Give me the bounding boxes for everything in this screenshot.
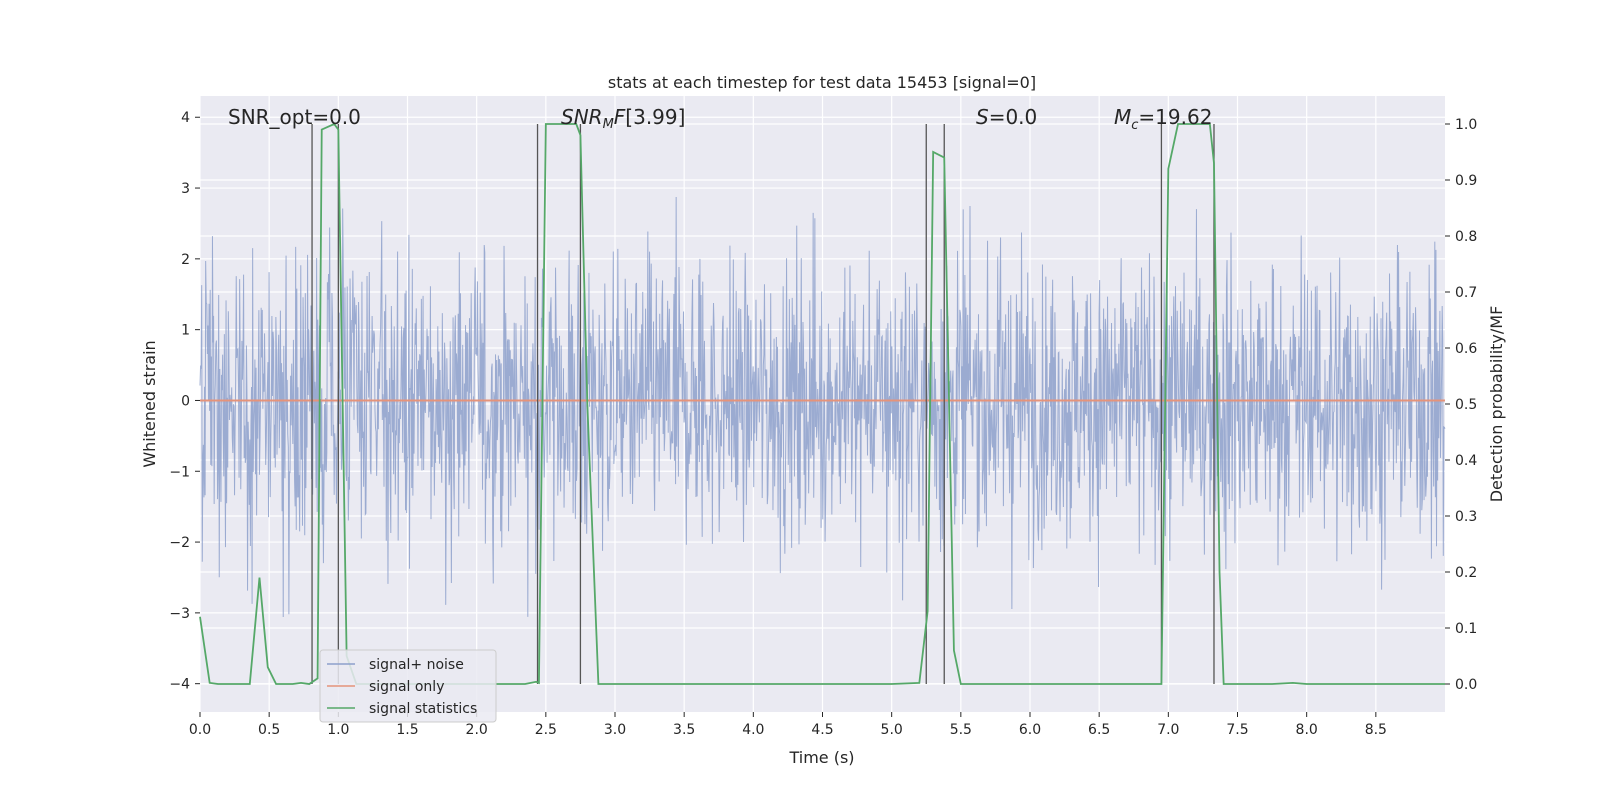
legend-box	[319, 649, 497, 723]
legend-noise-label: signal+ noise	[369, 657, 464, 673]
y-right-axis-ticks: 1.0 0.9 0.8 0.7 0.6 0.5 0.4 0.3 0.2 0.1 0.0	[1445, 117, 1477, 693]
annotation-mc-value: =19.62	[1138, 105, 1212, 129]
legend-signal-label: signal only	[369, 679, 444, 695]
y-right-tick-label: 0.5	[1455, 397, 1477, 413]
y-right-tick-label: 0.9	[1455, 173, 1477, 189]
y-right-tick-label: 0.3	[1455, 509, 1477, 525]
x-tick-label: 0.0	[189, 722, 211, 738]
y-left-tick-label: 3	[181, 181, 190, 197]
annotation-mc: Mc=19.62	[1114, 105, 1212, 133]
annotation-snr-mf-value: [3.99]	[625, 105, 685, 129]
annotation-s-value: =0.0	[989, 105, 1038, 129]
signal-plus-noise-line	[199, 196, 1446, 617]
y-right-tick-label: 0.4	[1455, 453, 1477, 469]
x-tick-label: 3.5	[673, 722, 695, 738]
y-left-tick-label: −2	[169, 535, 190, 551]
x-tick-label: 4.0	[742, 722, 764, 738]
y-right-tick-label: 0.0	[1455, 677, 1477, 693]
chart-title: stats at each timestep for test data 154…	[608, 73, 1036, 92]
y-left-tick-label: 2	[181, 252, 190, 268]
legend-stats-label: signal statistics	[369, 701, 477, 717]
y-right-tick-label: 0.7	[1455, 285, 1477, 301]
y-left-tick-label: 4	[181, 110, 190, 126]
x-tick-label: 2.5	[535, 722, 557, 738]
y-right-tick-label: 0.2	[1455, 565, 1477, 581]
x-tick-label: 8.0	[1296, 722, 1318, 738]
y-left-tick-label: −1	[169, 464, 190, 480]
x-tick-label: 8.5	[1365, 722, 1387, 738]
x-axis-label: Time (s)	[788, 748, 854, 767]
y-right-tick-label: 0.6	[1455, 341, 1477, 357]
x-tick-label: 1.5	[396, 722, 418, 738]
legend: signal+ noise signal only signal statist…	[319, 649, 497, 723]
y-left-tick-label: 0	[181, 393, 190, 409]
y-right-tick-label: 1.0	[1455, 117, 1477, 133]
y-right-axis-label: Detection probability/MF	[1487, 306, 1506, 503]
x-tick-label: 5.5	[950, 722, 972, 738]
x-tick-label: 4.5	[811, 722, 833, 738]
signal-plus-noise-series	[199, 196, 1446, 617]
x-tick-label: 6.5	[1088, 722, 1110, 738]
annotation-snr-mf: SNRMF[3.99]	[561, 105, 685, 132]
x-tick-label: 7.0	[1157, 722, 1179, 738]
annotation-snr-opt: SNR_opt=0.0	[228, 105, 361, 129]
y-right-tick-label: 0.8	[1455, 229, 1477, 245]
x-tick-label: 7.5	[1226, 722, 1248, 738]
y-right-tick-label: 0.1	[1455, 621, 1477, 637]
x-tick-label: 3.0	[604, 722, 626, 738]
signal-statistics-line	[199, 122, 1445, 685]
x-tick-label: 6.0	[1019, 722, 1041, 738]
annotation-s: S=0.0	[976, 105, 1037, 129]
x-tick-label: 0.5	[258, 722, 280, 738]
y-left-tick-label: −4	[169, 677, 190, 693]
x-tick-label: 1.0	[327, 722, 349, 738]
x-axis-ticks: 0.0 0.5 1.0 1.5 2.0 2.5 3.0 3.5 4.0 4.5 5.0 5.5 6.0 6…	[189, 712, 1387, 738]
x-tick-label: 2.0	[466, 722, 488, 738]
signal-statistics-series	[199, 122, 1445, 685]
x-tick-label: 5.0	[881, 722, 903, 738]
y-left-tick-label: −3	[169, 606, 190, 622]
y-left-axis-label: Whitened strain	[140, 340, 159, 467]
y-left-axis-ticks: 4 3 2 1 0 −1 −2 −3 −4	[169, 110, 200, 693]
y-left-tick-label: 1	[181, 323, 190, 339]
